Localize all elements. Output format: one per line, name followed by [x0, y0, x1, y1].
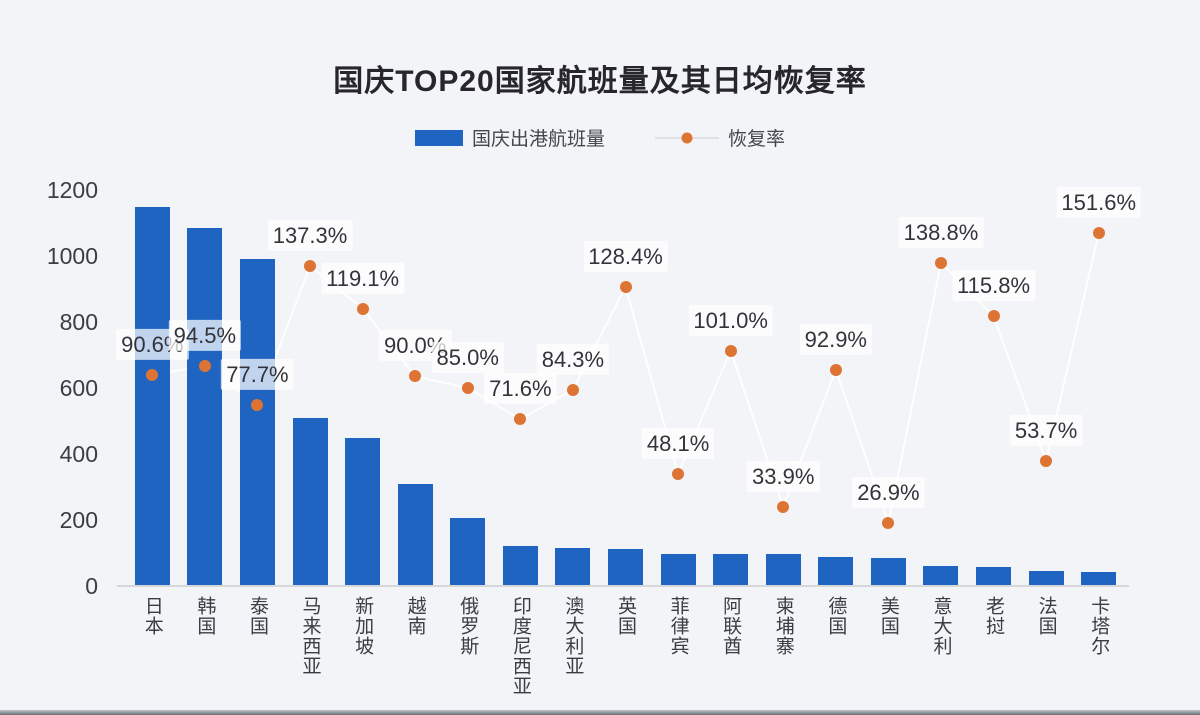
recovery-rate-dot	[619, 280, 632, 293]
recovery-rate-label: 53.7%	[1009, 414, 1083, 446]
recovery-rate-dot	[198, 359, 211, 372]
flight-bar	[660, 553, 696, 586]
x-axis-category-label: 德国	[825, 596, 847, 636]
x-axis-category-label: 柬埔寨	[772, 596, 794, 656]
recovery-rate-label: 101.0%	[688, 304, 773, 336]
flight-bar	[555, 548, 591, 586]
flight-bar	[976, 566, 1012, 586]
flight-bar	[134, 206, 170, 586]
chart-legend: 国庆出港航班量 恢复率	[0, 124, 1200, 151]
x-axis-category-label: 韩国	[194, 596, 216, 636]
bar-series-swatch	[414, 129, 463, 146]
y-axis-tick-label: 1200	[46, 177, 98, 203]
recovery-rate-dot	[987, 310, 1000, 323]
x-axis-category-label: 菲律宾	[667, 596, 689, 656]
recovery-rate-dot	[356, 302, 369, 315]
line-series-marker	[655, 132, 719, 144]
x-axis-category-label: 阿联酋	[720, 596, 742, 656]
legend-dot-icon	[681, 132, 693, 143]
y-axis-tick-label: 200	[59, 507, 98, 533]
bar-series-label: 国庆出港航班量	[471, 129, 605, 150]
recovery-rate-label: 115.8%	[952, 270, 1036, 302]
recovery-rate-dot	[882, 517, 895, 530]
x-axis-category-label: 老挝	[983, 596, 1005, 636]
recovery-rate-label: 33.9%	[747, 460, 820, 493]
recovery-rate-dot	[566, 383, 579, 396]
y-axis-tick-label: 600	[59, 375, 98, 401]
recovery-rate-label: 128.4%	[583, 240, 668, 272]
recovery-rate-dot	[1040, 454, 1053, 467]
recovery-rate-dot	[461, 382, 474, 394]
flight-bar	[397, 483, 433, 586]
legend-item-recovery: 恢复率	[655, 124, 785, 151]
x-axis-category-label: 澳大利亚	[562, 596, 584, 676]
y-axis-tick-label: 800	[59, 309, 98, 335]
recovery-rate-dot	[514, 413, 527, 426]
flight-bar	[345, 437, 381, 586]
recovery-rate-dot	[304, 260, 317, 273]
recovery-rate-dot	[1092, 226, 1105, 239]
flight-bar	[239, 259, 275, 586]
y-axis-tick-label: 1000	[46, 243, 98, 269]
recovery-rate-label: 151.6%	[1056, 186, 1142, 218]
recovery-rate-label: 77.7%	[221, 358, 294, 390]
flight-bar	[870, 557, 906, 586]
recovery-rate-label: 94.5%	[168, 319, 242, 351]
x-axis-category-label: 马来西亚	[299, 596, 321, 676]
flight-bar	[713, 553, 749, 586]
x-axis-category-label: 俄罗斯	[457, 596, 479, 656]
x-axis-line	[117, 585, 1129, 587]
x-axis-category-label: 越南	[404, 596, 426, 636]
recovery-rate-label: 71.6%	[484, 373, 557, 405]
recovery-rate-label: 138.8%	[898, 216, 984, 248]
recovery-rate-label: 119.1%	[321, 262, 405, 294]
recovery-rate-label: 48.1%	[641, 427, 715, 459]
x-axis-category-label: 日本	[141, 596, 163, 636]
x-axis-category-label: 美国	[877, 596, 899, 636]
flight-bar	[292, 417, 328, 586]
x-axis-category-label: 意大利	[930, 596, 952, 656]
flight-bar	[1028, 571, 1064, 586]
x-axis-category-label: 英国	[615, 596, 636, 636]
flight-bar	[450, 518, 486, 586]
recovery-rate-label: 137.3%	[267, 220, 353, 252]
recovery-rate-dot	[829, 363, 842, 376]
recovery-rate-label: 85.0%	[431, 341, 504, 373]
flight-bar	[1081, 572, 1117, 586]
x-axis-category-label: 新加坡	[352, 596, 374, 656]
recovery-rate-dot	[146, 368, 159, 381]
y-axis-tick-label: 0	[85, 573, 98, 599]
flight-bar	[502, 546, 538, 586]
flight-bar	[608, 549, 643, 586]
photo-bottom-edge	[0, 710, 1200, 715]
x-axis-category-label: 法国	[1035, 596, 1057, 636]
recovery-rate-dot	[409, 370, 422, 383]
flight-bar	[187, 227, 223, 586]
recovery-rate-dot	[934, 256, 947, 269]
recovery-rate-dot	[777, 501, 790, 514]
line-series-label: 恢复率	[728, 129, 786, 150]
chart-title: 国庆TOP20国家航班量及其日均恢复率	[333, 65, 867, 98]
recovery-rate-dot	[251, 399, 264, 411]
x-axis-category-label: 卡塔尔	[1088, 596, 1110, 656]
recovery-rate-label: 84.3%	[536, 343, 610, 375]
x-axis-category-label: 泰国	[246, 596, 268, 636]
recovery-rate-dot	[672, 467, 685, 480]
y-axis-tick-label: 400	[59, 441, 98, 467]
recovery-rate-label: 92.9%	[799, 323, 873, 355]
legend-item-flights: 国庆出港航班量	[414, 124, 605, 151]
flight-bar	[765, 554, 801, 586]
flight-bar	[923, 566, 959, 586]
recovery-rate-label: 26.9%	[852, 477, 925, 509]
recovery-rate-dot	[724, 344, 737, 357]
flight-bar	[818, 556, 854, 586]
x-axis-category-label: 印度尼西亚	[509, 596, 531, 696]
